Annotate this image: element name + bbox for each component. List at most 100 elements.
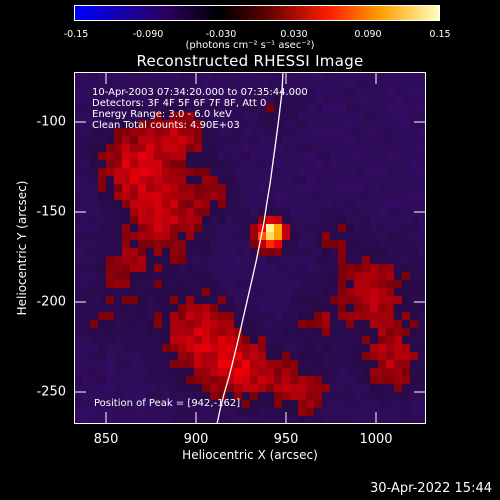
heatmap-cell xyxy=(282,80,291,89)
heatmap-cell xyxy=(162,328,171,337)
heatmap-cell xyxy=(106,280,115,289)
heatmap-cell xyxy=(250,136,259,145)
heatmap-cell xyxy=(418,384,426,393)
heatmap-cell xyxy=(378,128,387,137)
heatmap-cell xyxy=(162,216,171,225)
heatmap-cell xyxy=(82,160,91,169)
heatmap-cell xyxy=(210,216,219,225)
heatmap-cell xyxy=(122,368,131,377)
heatmap-cell xyxy=(386,232,395,241)
heatmap-cell xyxy=(250,176,259,185)
heatmap-cell xyxy=(378,312,387,321)
heatmap-cell xyxy=(130,376,139,385)
heatmap-cell xyxy=(290,304,299,313)
heatmap-cell xyxy=(74,312,83,321)
heatmap-cell xyxy=(154,312,163,321)
heatmap-cell xyxy=(146,272,155,281)
heatmap-cell xyxy=(98,392,107,401)
heatmap-cell xyxy=(194,120,203,129)
heatmap-cell xyxy=(322,72,331,81)
heatmap-cell xyxy=(82,312,91,321)
heatmap-cell xyxy=(218,280,227,289)
heatmap-cell xyxy=(314,240,323,249)
heatmap-cell xyxy=(394,192,403,201)
heatmap-cell xyxy=(106,240,115,249)
heatmap-cell xyxy=(378,72,387,81)
heatmap-cell xyxy=(266,136,275,145)
heatmap-cell xyxy=(122,216,131,225)
heatmap-cell xyxy=(106,184,115,193)
heatmap-cell xyxy=(138,400,147,409)
heatmap-cell xyxy=(386,288,395,297)
heatmap-cell xyxy=(74,72,83,81)
heatmap-cell xyxy=(82,112,91,121)
heatmap-cell xyxy=(394,184,403,193)
heatmap-cell xyxy=(170,152,179,161)
heatmap-cell xyxy=(410,400,419,409)
heatmap-cell xyxy=(338,400,347,409)
heatmap-cell xyxy=(194,208,203,217)
heatmap-cell xyxy=(346,112,355,121)
heatmap-cell xyxy=(242,136,251,145)
heatmap-cell xyxy=(218,416,227,424)
heatmap-cell xyxy=(210,232,219,241)
heatmap-cell xyxy=(170,296,179,305)
heatmap-cell xyxy=(178,72,187,81)
heatmap-cell xyxy=(114,328,123,337)
heatmap-cell xyxy=(106,336,115,345)
heatmap-cell xyxy=(274,248,283,257)
heatmap-cell xyxy=(186,160,195,169)
heatmap-cell xyxy=(386,88,395,97)
heatmap-cell xyxy=(338,256,347,265)
heatmap-cell xyxy=(202,376,211,385)
heatmap-cell xyxy=(186,360,195,369)
heatmap-cell xyxy=(154,88,163,97)
heatmap-cell xyxy=(170,256,179,265)
heatmap-cell xyxy=(386,336,395,345)
heatmap-cell xyxy=(354,392,363,401)
heatmap-cell xyxy=(402,112,411,121)
heatmap-cell xyxy=(234,408,243,417)
heatmap-cell xyxy=(306,288,315,297)
heatmap-cell xyxy=(282,400,291,409)
heatmap-cell xyxy=(370,120,379,129)
heatmap-cell xyxy=(386,240,395,249)
heatmap-cell xyxy=(258,344,267,353)
heatmap-cell xyxy=(330,120,339,129)
heatmap-cell xyxy=(146,392,155,401)
heatmap-cell xyxy=(274,208,283,217)
heatmap-cell xyxy=(154,392,163,401)
heatmap-cell xyxy=(362,224,371,233)
heatmap-cell xyxy=(170,400,179,409)
heatmap-cell xyxy=(90,216,99,225)
heatmap-cell xyxy=(162,80,171,89)
heatmap-cell xyxy=(386,144,395,153)
heatmap-cell xyxy=(298,248,307,257)
heatmap-cell xyxy=(234,416,243,424)
heatmap-cell xyxy=(226,328,235,337)
heatmap-cell xyxy=(226,120,235,129)
heatmap-cell xyxy=(274,360,283,369)
heatmap-cell xyxy=(194,248,203,257)
heatmap-cell xyxy=(298,176,307,185)
heatmap-cell xyxy=(202,72,211,81)
heatmap-cell xyxy=(106,104,115,113)
heatmap-cell xyxy=(402,224,411,233)
heatmap-cell xyxy=(210,304,219,313)
heatmap-cell xyxy=(258,104,267,113)
heatmap-cell xyxy=(378,152,387,161)
heatmap-cell xyxy=(290,160,299,169)
heatmap-cell xyxy=(322,80,331,89)
heatmap-cell xyxy=(338,408,347,417)
heatmap-cell xyxy=(202,400,211,409)
heatmap-cell xyxy=(210,176,219,185)
heatmap-cell xyxy=(162,96,171,105)
heatmap-cell xyxy=(314,248,323,257)
heatmap-cell xyxy=(122,272,131,281)
heatmap-cell xyxy=(130,288,139,297)
heatmap-cell xyxy=(170,160,179,169)
heatmap-cell xyxy=(290,168,299,177)
heatmap-cell xyxy=(162,400,171,409)
heatmap-cell xyxy=(282,264,291,273)
heatmap-cell xyxy=(378,216,387,225)
